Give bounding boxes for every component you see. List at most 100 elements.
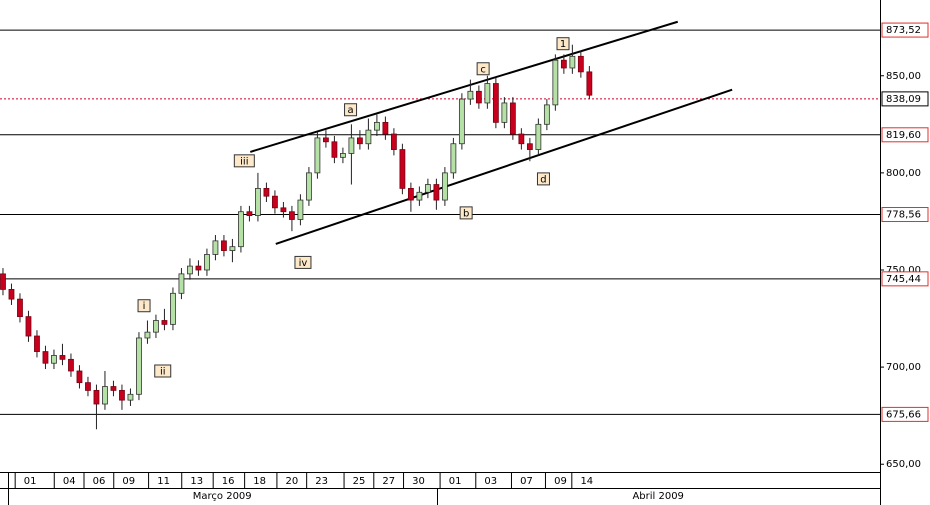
x-tick-label: 09: [554, 476, 567, 487]
candle-body: [280, 207, 287, 213]
candle-body: [450, 143, 457, 174]
candle-body: [441, 172, 448, 201]
x-tick-label: 30: [412, 476, 425, 487]
annotation-label: iii: [240, 156, 248, 167]
candle-body: [416, 191, 423, 201]
candle-body: [204, 254, 210, 271]
candle-body: [348, 137, 355, 154]
candle-body: [306, 172, 312, 201]
candle-body: [407, 188, 414, 201]
month-label: Março 2009: [193, 491, 252, 502]
candle-body: [424, 184, 431, 193]
candle-body: [212, 240, 219, 255]
candle-body: [433, 184, 440, 201]
annotation-label: iv: [299, 258, 308, 269]
candle-body: [577, 55, 584, 73]
x-tick-label: 04: [63, 476, 76, 487]
candle-body: [195, 265, 202, 271]
level-label: 778,56: [886, 210, 921, 221]
candle-body: [314, 137, 321, 174]
annotation-label: b: [463, 208, 469, 219]
candle-body: [161, 320, 168, 325]
last-price-box: [881, 91, 929, 107]
candle-body: [238, 211, 244, 248]
candle-body: [543, 104, 550, 125]
annotation-box: [154, 364, 172, 378]
candle-body: [85, 382, 91, 391]
candle-body: [93, 390, 100, 405]
y-tick-label: 850,00: [886, 71, 921, 82]
level-label-box: [881, 22, 929, 38]
candle-body: [586, 71, 593, 96]
level-label: 873,52: [886, 25, 921, 36]
y-tick-label: 700,00: [886, 362, 921, 373]
candle-body: [374, 121, 380, 131]
candle-body: [552, 59, 559, 106]
candle-body: [492, 83, 499, 123]
x-tick-label: 20: [286, 476, 299, 487]
candle-body: [229, 246, 236, 251]
x-tick-label: 11: [157, 476, 170, 487]
annotation-box: [556, 37, 570, 51]
level-label: 819,60: [886, 130, 921, 141]
candle-body: [297, 199, 304, 220]
level-label-box: [881, 406, 929, 422]
x-tick-label: 13: [190, 476, 203, 487]
candle-body: [17, 298, 23, 318]
candle-body: [323, 137, 329, 143]
candle-body: [119, 390, 125, 401]
x-tick-label: 07: [520, 476, 533, 487]
candle-body: [51, 355, 57, 364]
candle-body: [42, 351, 49, 364]
y-tick-label: 750,00: [886, 265, 921, 276]
candle-body: [153, 320, 159, 333]
trendline: [275, 88, 733, 245]
level-label-box: [881, 271, 929, 287]
candle-body: [526, 143, 533, 150]
annotation-label: i: [143, 301, 146, 312]
annotation-box: [233, 154, 255, 168]
annotation-box: [476, 62, 490, 76]
candle-body: [560, 59, 567, 69]
x-tick-label: 01: [449, 476, 462, 487]
candle-body: [76, 370, 83, 384]
candle-body: [484, 83, 491, 104]
level-label: 745,44: [886, 274, 921, 285]
candle-body: [102, 386, 108, 405]
candle-body: [59, 355, 66, 360]
candle-body: [475, 90, 482, 104]
candle-body: [357, 137, 363, 145]
candle-body: [458, 98, 465, 145]
candle-body: [136, 337, 142, 395]
candle-body: [221, 240, 227, 251]
y-tick-label: 650,00: [886, 459, 921, 470]
candle-body: [8, 289, 15, 300]
candle-body: [467, 90, 474, 100]
candle-body: [246, 211, 253, 217]
candle-body: [178, 273, 185, 294]
candle-body: [187, 265, 193, 275]
candle-body: [535, 123, 542, 150]
last-price-label: 838,09: [886, 94, 921, 105]
candle-body: [569, 55, 576, 69]
y-tick-label: 800,00: [886, 168, 921, 179]
x-tick-label: 16: [222, 476, 235, 487]
x-tick-label: 14: [580, 476, 593, 487]
candle-body: [390, 133, 397, 150]
annotation-label: a: [347, 105, 353, 116]
x-tick-label: 06: [93, 476, 106, 487]
level-label-box: [881, 127, 929, 143]
x-tick-label: 09: [122, 476, 135, 487]
x-tick-label: 23: [315, 476, 328, 487]
candle-body: [170, 292, 176, 325]
level-label: 675,66: [886, 409, 921, 420]
candle-body: [331, 141, 338, 158]
candle-body: [518, 133, 525, 145]
candle-body: [34, 335, 40, 352]
candle-body: [501, 102, 508, 123]
annotation-box: [459, 206, 473, 220]
x-tick-label: 03: [484, 476, 497, 487]
candle-body: [255, 188, 261, 217]
